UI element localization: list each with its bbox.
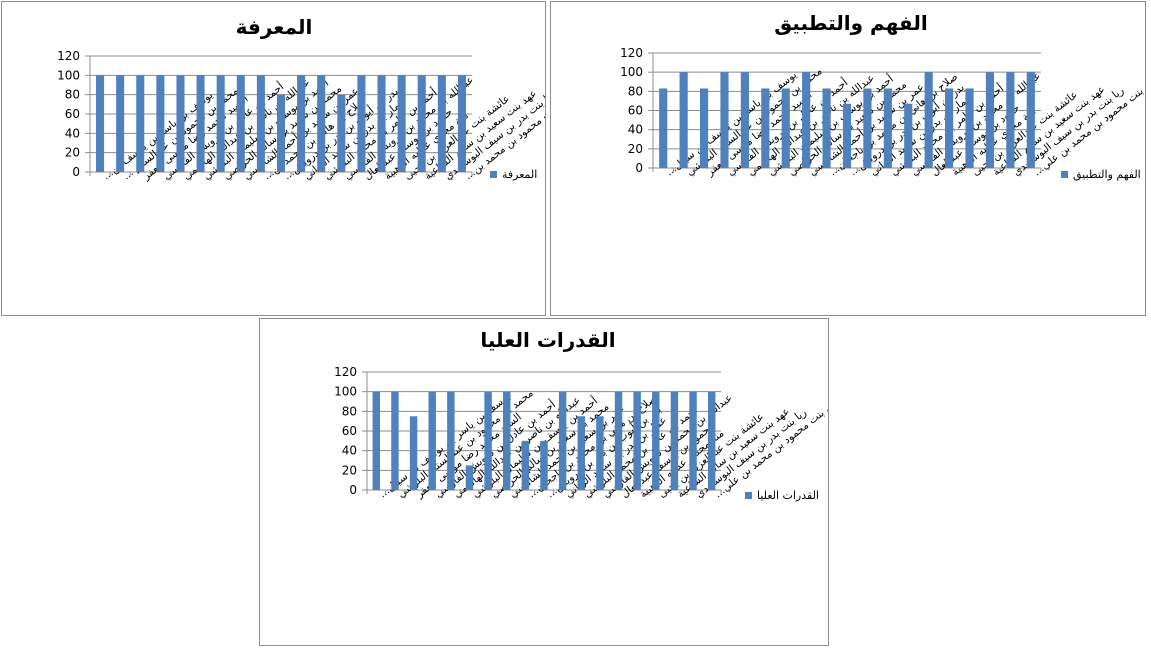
legend-swatch bbox=[745, 492, 752, 499]
bar bbox=[256, 75, 265, 172]
y-tick-label: 40 bbox=[628, 123, 643, 137]
chart-panel-higher-abilities: القدرات العليا 0 20 40 60 80 100 120 يوسف بن ياس… bbox=[259, 318, 829, 646]
y-tick-label: 100 bbox=[620, 65, 643, 79]
y-tick-label: 0 bbox=[72, 165, 80, 179]
bar bbox=[945, 88, 954, 168]
y-tick-label: 60 bbox=[628, 104, 643, 118]
bar bbox=[633, 391, 641, 490]
bar bbox=[540, 440, 548, 490]
bar bbox=[503, 391, 511, 490]
legend-label: القدرات العليا bbox=[757, 489, 819, 502]
bar bbox=[924, 72, 933, 168]
bar bbox=[802, 72, 811, 168]
y-tick-label: 40 bbox=[65, 126, 80, 140]
bar bbox=[457, 75, 466, 172]
legend-swatch bbox=[1061, 171, 1068, 178]
chart-title: القدرات العليا bbox=[480, 328, 615, 352]
bar bbox=[577, 416, 585, 490]
bar bbox=[596, 416, 604, 490]
bar bbox=[417, 75, 426, 172]
bar bbox=[116, 75, 125, 172]
bar bbox=[1006, 72, 1015, 168]
bar bbox=[409, 416, 418, 490]
y-tick-label: 60 bbox=[65, 107, 80, 121]
bar bbox=[156, 75, 165, 172]
y-tick-label: 0 bbox=[635, 161, 643, 175]
bar bbox=[372, 391, 381, 490]
bar bbox=[484, 391, 492, 490]
chart-knowledge: المعرفة020406080100120يوسف بن ياسر بن يو… bbox=[57, 15, 545, 183]
bar bbox=[558, 391, 567, 490]
chart-panel-understanding: الفهم والتطبيق 0 20 40 60 80 100 120 يوسف بن ياس… bbox=[550, 1, 1146, 316]
bar bbox=[985, 72, 995, 168]
bar bbox=[276, 94, 286, 172]
bar bbox=[652, 391, 660, 490]
bar bbox=[357, 75, 366, 172]
bar bbox=[1026, 72, 1035, 168]
bar bbox=[965, 88, 974, 168]
bar bbox=[781, 88, 790, 168]
y-tick-label: 20 bbox=[65, 146, 80, 160]
bar bbox=[822, 88, 831, 168]
bar bbox=[216, 75, 225, 172]
bar bbox=[176, 75, 185, 172]
y-tick-label: 80 bbox=[628, 84, 643, 98]
bar bbox=[521, 440, 530, 490]
bar bbox=[707, 391, 716, 490]
y-tick-label: 120 bbox=[620, 46, 643, 60]
bar bbox=[297, 75, 306, 172]
bar bbox=[720, 72, 729, 168]
y-tick-label: 20 bbox=[342, 463, 357, 477]
bar bbox=[863, 88, 872, 168]
bar bbox=[96, 75, 105, 172]
bar bbox=[699, 88, 709, 168]
bar bbox=[236, 75, 245, 172]
bar bbox=[740, 72, 749, 168]
bar bbox=[465, 465, 474, 490]
chart-title: المعرفة bbox=[236, 15, 313, 39]
y-tick-label: 100 bbox=[57, 68, 80, 82]
bar bbox=[904, 103, 913, 168]
bar bbox=[883, 88, 892, 168]
y-tick-label: 120 bbox=[334, 365, 357, 379]
bar bbox=[391, 391, 399, 490]
bar bbox=[670, 391, 679, 490]
bar bbox=[659, 88, 668, 168]
y-tick-label: 60 bbox=[342, 424, 357, 438]
bar bbox=[317, 75, 326, 172]
chart-panel-knowledge: المعرفة020406080100120يوسف بن ياسر بن يو… bbox=[1, 1, 546, 316]
y-tick-label: 100 bbox=[334, 385, 357, 399]
y-tick-label: 20 bbox=[628, 142, 643, 156]
bar bbox=[337, 94, 346, 172]
chart-title: الفهم والتطبيق bbox=[774, 11, 927, 35]
bar bbox=[136, 75, 145, 172]
y-tick-label: 80 bbox=[65, 88, 80, 102]
y-tick-label: 40 bbox=[342, 444, 357, 458]
bar bbox=[842, 103, 852, 168]
y-tick-label: 80 bbox=[342, 404, 357, 418]
bar bbox=[447, 391, 455, 490]
legend-label: المعرفة bbox=[502, 168, 537, 181]
bar bbox=[437, 75, 446, 172]
bar bbox=[428, 391, 436, 490]
bar bbox=[397, 75, 406, 172]
bar bbox=[689, 391, 697, 490]
legend-swatch bbox=[490, 171, 497, 178]
y-tick-label: 120 bbox=[57, 49, 80, 63]
bar bbox=[614, 391, 623, 490]
bar bbox=[761, 88, 770, 168]
bar bbox=[679, 72, 688, 168]
bar bbox=[377, 75, 386, 172]
legend-label: الفهم والتطبيق bbox=[1073, 168, 1141, 182]
y-tick-label: 0 bbox=[349, 483, 357, 497]
bar bbox=[196, 75, 205, 172]
